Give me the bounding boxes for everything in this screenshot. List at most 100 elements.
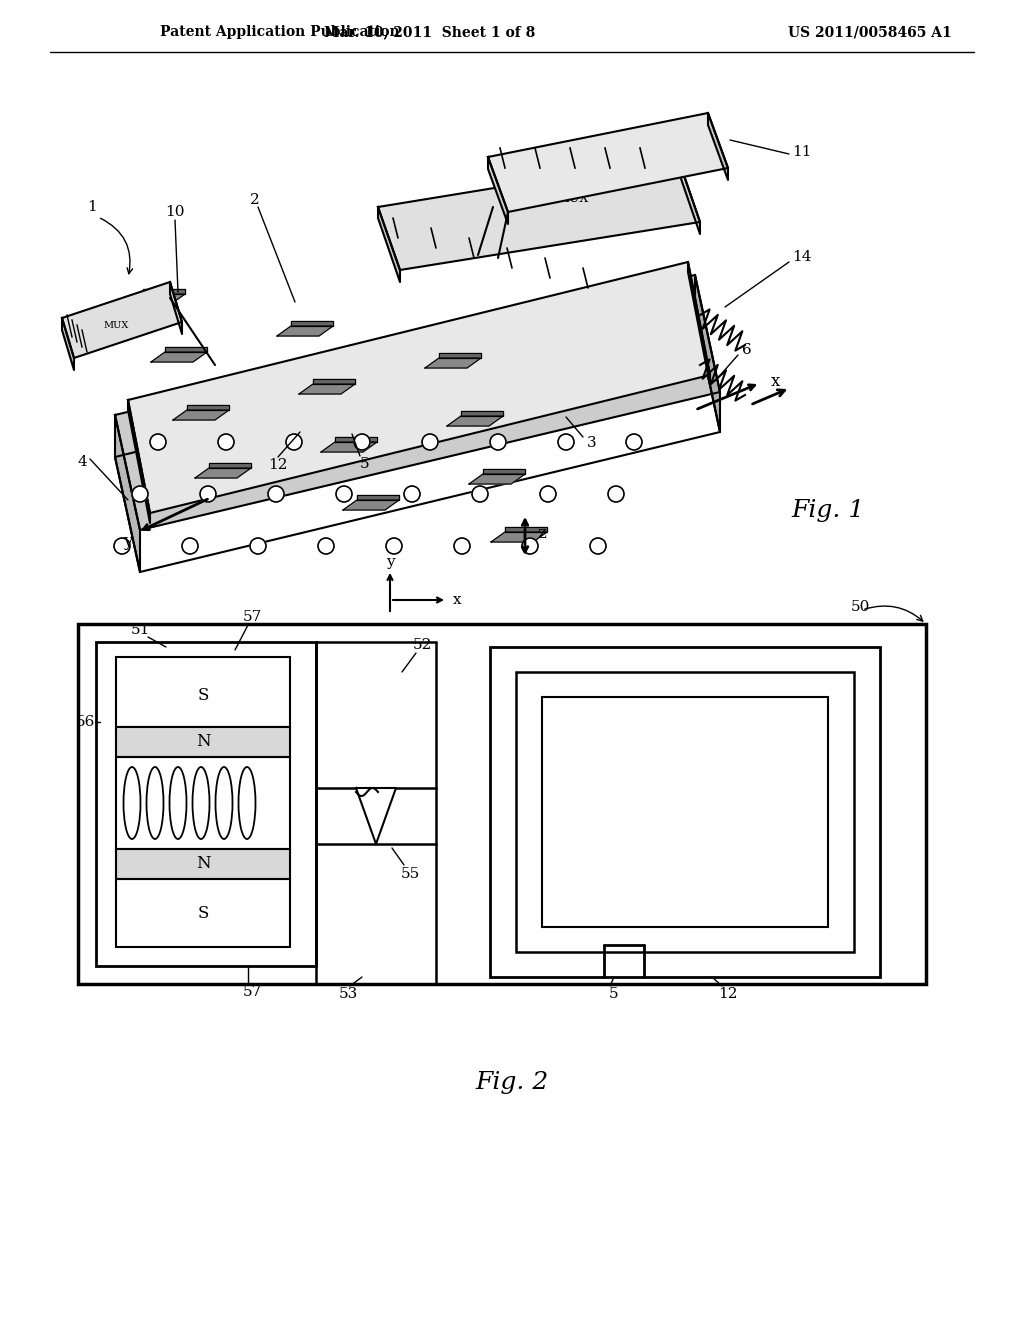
Text: Patent Application Publication: Patent Application Publication [160, 25, 399, 40]
Polygon shape [488, 114, 728, 213]
Polygon shape [708, 114, 728, 180]
Circle shape [608, 486, 624, 502]
Bar [116, 727, 290, 756]
Polygon shape [490, 532, 547, 543]
Text: N: N [196, 855, 210, 873]
Circle shape [182, 539, 198, 554]
Circle shape [490, 434, 506, 450]
Circle shape [404, 486, 420, 502]
Text: S: S [198, 686, 209, 704]
Circle shape [540, 486, 556, 502]
Polygon shape [187, 405, 229, 411]
Circle shape [336, 486, 352, 502]
Polygon shape [151, 352, 207, 362]
Text: 11: 11 [793, 145, 812, 158]
Polygon shape [313, 379, 355, 384]
Text: 2: 2 [250, 193, 260, 207]
Bar [116, 849, 290, 879]
Polygon shape [695, 275, 720, 432]
Polygon shape [469, 474, 525, 484]
Polygon shape [165, 347, 207, 352]
Polygon shape [115, 414, 140, 572]
Polygon shape [447, 416, 503, 426]
Circle shape [354, 434, 370, 450]
Text: S: S [198, 904, 209, 921]
Polygon shape [505, 527, 547, 532]
Circle shape [454, 539, 470, 554]
Polygon shape [299, 384, 355, 393]
Polygon shape [483, 469, 525, 474]
Text: N: N [196, 734, 210, 751]
Text: 55: 55 [400, 867, 420, 880]
Bar [96, 642, 316, 966]
Text: Fig. 2: Fig. 2 [475, 1071, 549, 1093]
Polygon shape [170, 282, 182, 334]
Polygon shape [378, 207, 400, 282]
Polygon shape [425, 358, 481, 368]
Circle shape [422, 434, 438, 450]
Bar [516, 672, 854, 952]
Text: x: x [453, 593, 462, 607]
Polygon shape [143, 289, 185, 294]
Circle shape [386, 539, 402, 554]
Bar [316, 788, 436, 843]
Circle shape [318, 539, 334, 554]
Circle shape [150, 434, 166, 450]
Circle shape [558, 434, 574, 450]
Polygon shape [357, 495, 399, 500]
Text: Mar. 10, 2011  Sheet 1 of 8: Mar. 10, 2011 Sheet 1 of 8 [325, 25, 536, 40]
Circle shape [218, 434, 234, 450]
Text: 57: 57 [243, 610, 261, 624]
Circle shape [132, 486, 148, 502]
Bar [116, 756, 290, 849]
Polygon shape [678, 158, 700, 234]
Polygon shape [321, 442, 377, 451]
Polygon shape [461, 411, 503, 416]
Polygon shape [335, 437, 377, 442]
Text: 51: 51 [130, 623, 150, 638]
Text: y: y [386, 554, 394, 569]
Polygon shape [488, 157, 508, 224]
Bar [78, 624, 926, 983]
Bar [542, 697, 828, 927]
Text: 53: 53 [338, 987, 357, 1001]
Text: 4: 4 [77, 455, 87, 469]
Circle shape [472, 486, 488, 502]
Polygon shape [128, 261, 710, 513]
Text: 57: 57 [243, 985, 261, 999]
Polygon shape [356, 788, 396, 843]
Circle shape [114, 539, 130, 554]
Polygon shape [378, 158, 700, 271]
Polygon shape [195, 469, 251, 478]
Polygon shape [209, 463, 251, 469]
Circle shape [250, 539, 266, 554]
Circle shape [522, 539, 538, 554]
Text: y: y [123, 533, 133, 550]
Polygon shape [62, 318, 74, 370]
Polygon shape [128, 400, 150, 523]
Text: US 2011/0058465 A1: US 2011/0058465 A1 [788, 25, 952, 40]
Text: 56: 56 [76, 715, 94, 729]
Polygon shape [343, 500, 399, 510]
Text: 12: 12 [718, 987, 737, 1001]
Circle shape [200, 486, 216, 502]
Text: MUX: MUX [556, 191, 588, 205]
Polygon shape [115, 275, 720, 531]
Text: 1: 1 [87, 201, 97, 214]
Polygon shape [129, 294, 185, 304]
Circle shape [286, 434, 302, 450]
Text: 50: 50 [850, 601, 869, 614]
Text: 14: 14 [793, 249, 812, 264]
Text: 12: 12 [268, 458, 288, 473]
Circle shape [626, 434, 642, 450]
Text: x: x [770, 374, 779, 391]
Polygon shape [278, 326, 333, 337]
Bar [116, 879, 290, 946]
Polygon shape [291, 321, 333, 326]
Text: MUX: MUX [103, 321, 129, 330]
Polygon shape [62, 282, 182, 358]
Circle shape [268, 486, 284, 502]
Text: 5: 5 [609, 987, 618, 1001]
Circle shape [590, 539, 606, 554]
Text: 5: 5 [360, 457, 370, 471]
